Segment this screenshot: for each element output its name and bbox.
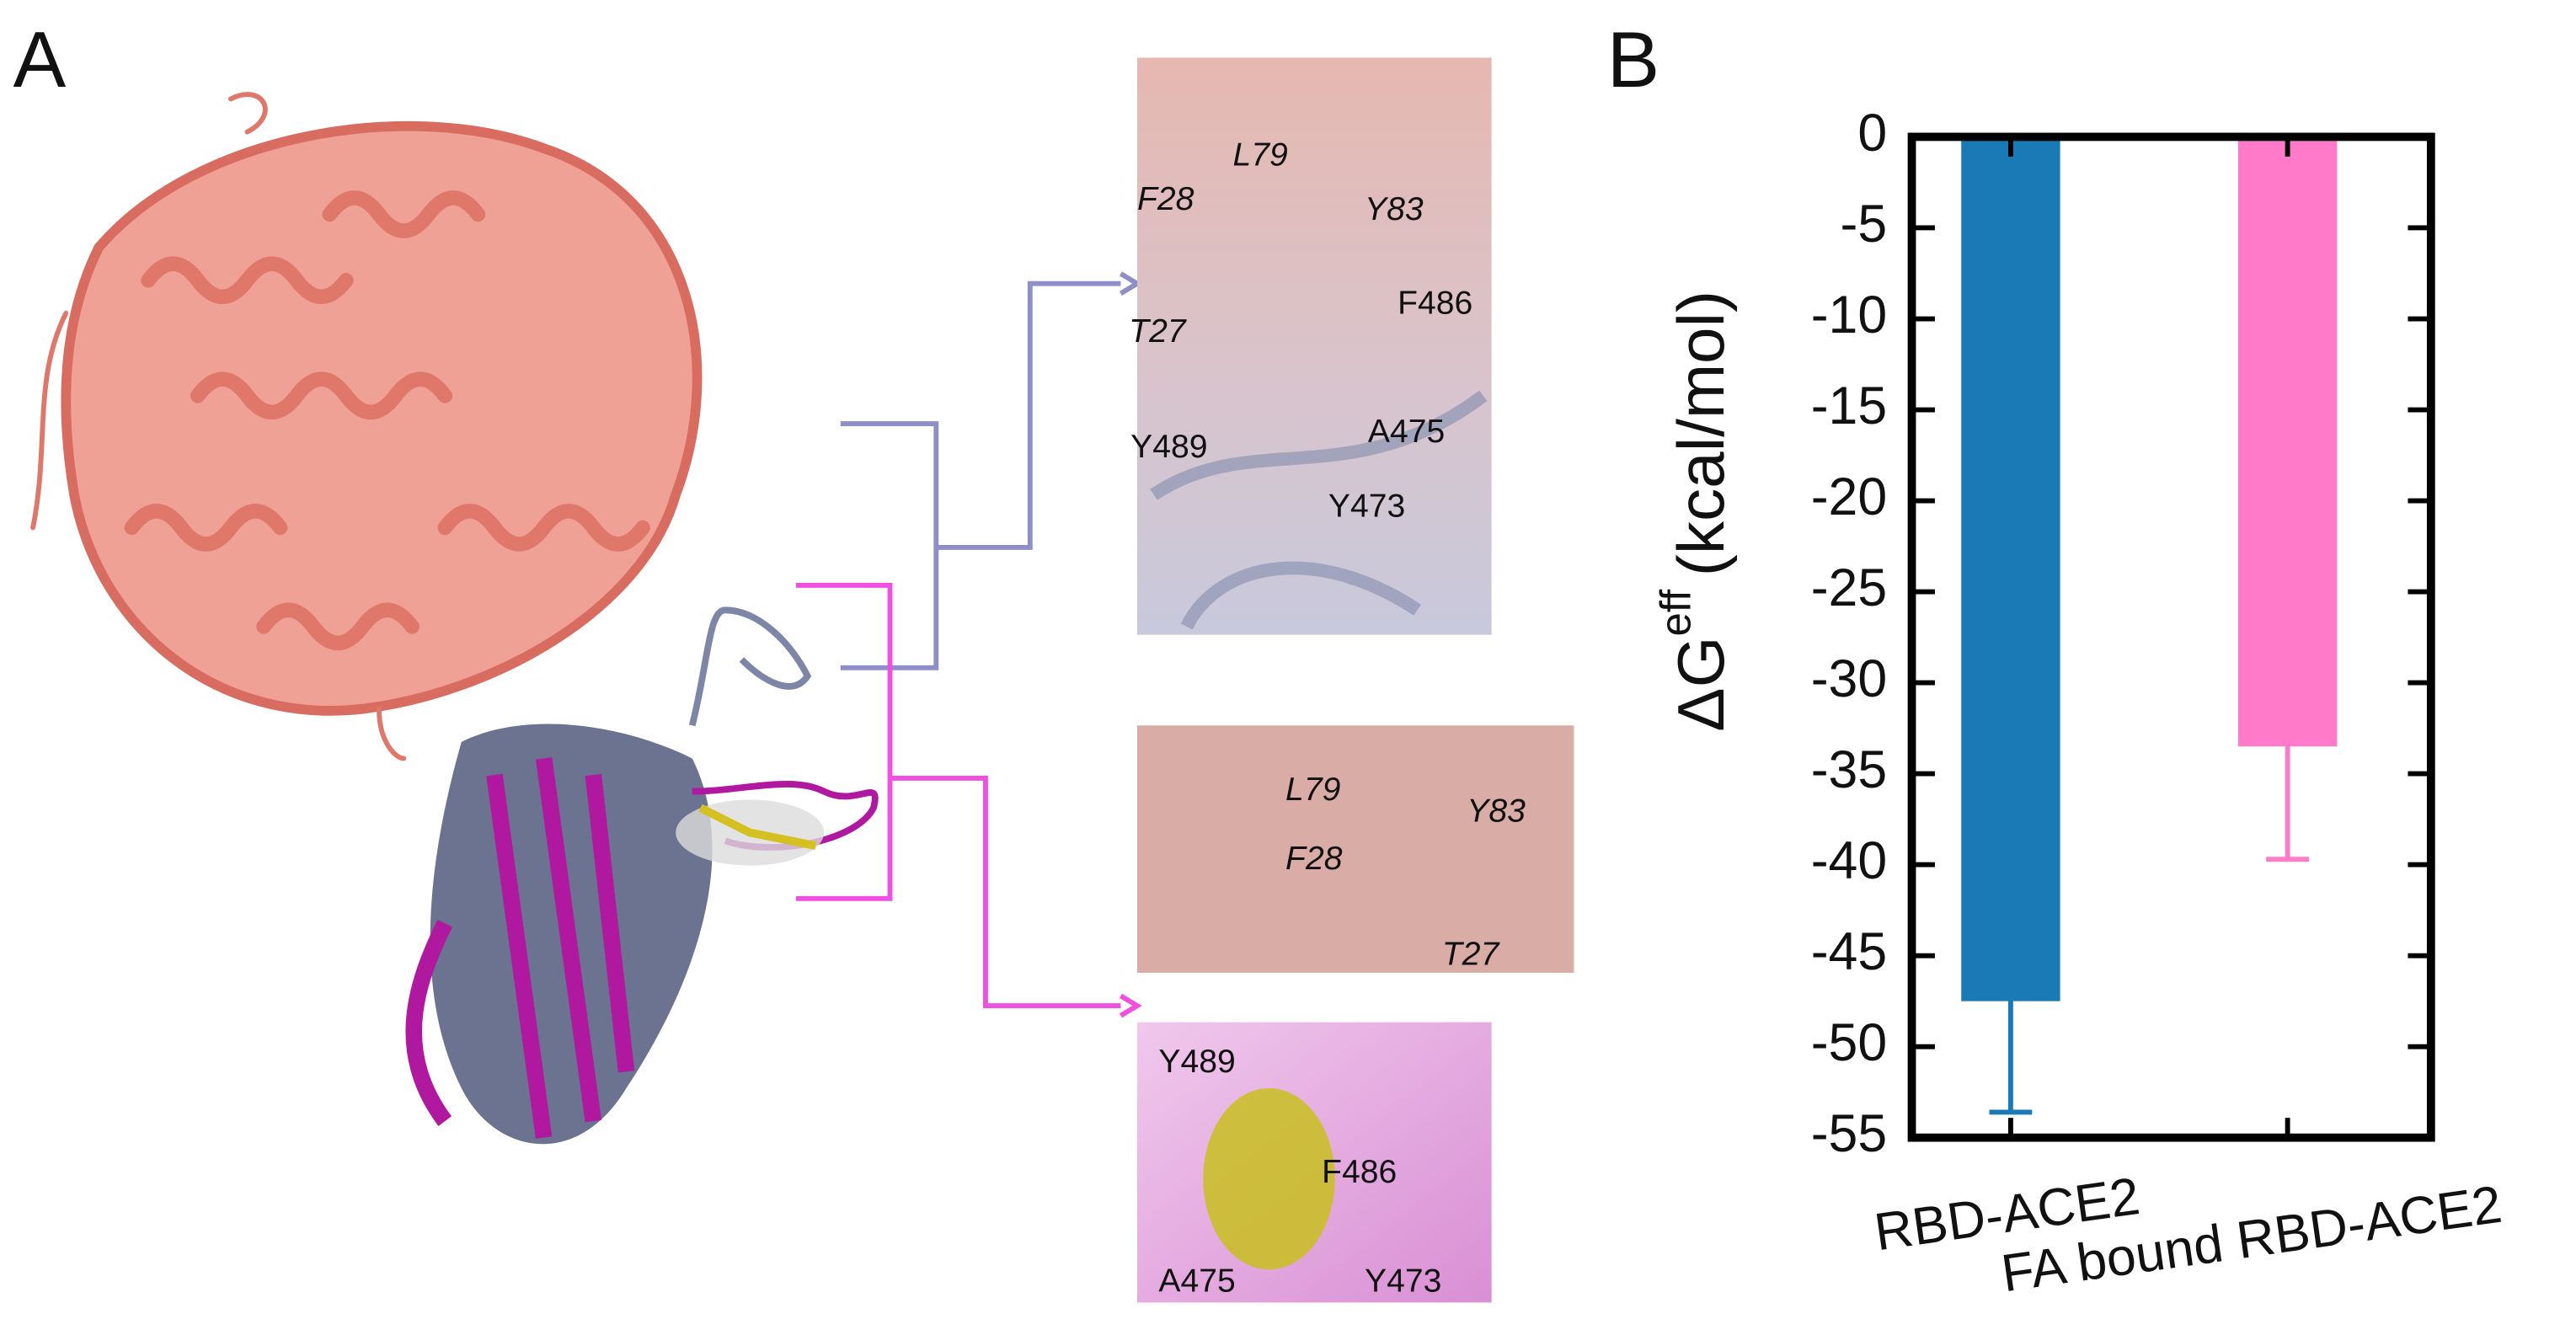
- y-axis-label-part: (kcal/mol): [1664, 291, 1738, 576]
- inset-middle: [1136, 725, 1574, 973]
- plot-frame: [1907, 132, 2435, 1142]
- inset-top: [1136, 57, 1492, 635]
- residue-label: Y489: [1158, 1044, 1235, 1080]
- residue-label: Y473: [1365, 1263, 1441, 1299]
- y-tick-label: -45: [1811, 922, 1887, 981]
- y-axis-label-part: eff: [1652, 589, 1700, 637]
- connector: [795, 271, 1142, 1018]
- inset-structure: [1150, 390, 1488, 630]
- residue-label: L79: [1232, 136, 1287, 173]
- residue-label: A475: [1368, 414, 1445, 450]
- residue-label: F486: [1398, 285, 1472, 321]
- y-axis-label-part: ΔG: [1664, 637, 1738, 732]
- y-tick-label: -50: [1811, 1013, 1887, 1072]
- y-tick-label: 0: [1857, 104, 1887, 163]
- panel-label: A: [13, 15, 67, 104]
- pocket-surface: [1203, 1087, 1335, 1270]
- y-tick-label: -35: [1811, 740, 1887, 799]
- y-tick-label: -30: [1811, 649, 1887, 708]
- residue-label: T27: [1129, 313, 1187, 350]
- y-tick-label: -25: [1811, 558, 1887, 617]
- y-axis-label: ΔGeff (kcal/mol): [1652, 291, 1738, 732]
- y-tick-label: -40: [1811, 831, 1887, 890]
- ace2-structure: [30, 92, 703, 761]
- bar: [1961, 136, 2060, 1001]
- y-tick-label: -10: [1811, 286, 1887, 344]
- rbd-structure: [405, 606, 879, 1145]
- y-tick-label: -55: [1811, 1104, 1887, 1163]
- residue-label: Y83: [1467, 793, 1526, 829]
- y-tick-label: -20: [1811, 467, 1887, 526]
- y-tick-label: -5: [1841, 195, 1888, 254]
- residue-label: A475: [1158, 1263, 1235, 1299]
- residue-label: F486: [1322, 1154, 1397, 1190]
- y-tick-label: -15: [1811, 376, 1887, 435]
- residue-label: Y473: [1328, 488, 1405, 524]
- residue-label: Y489: [1130, 429, 1207, 465]
- residue-label: L79: [1285, 772, 1340, 808]
- panel-label: B: [1607, 15, 1660, 104]
- residue-label: Y83: [1365, 191, 1424, 227]
- residue-label: T27: [1442, 937, 1500, 973]
- residue-label: F28: [1285, 841, 1343, 877]
- residue-label: F28: [1137, 181, 1194, 217]
